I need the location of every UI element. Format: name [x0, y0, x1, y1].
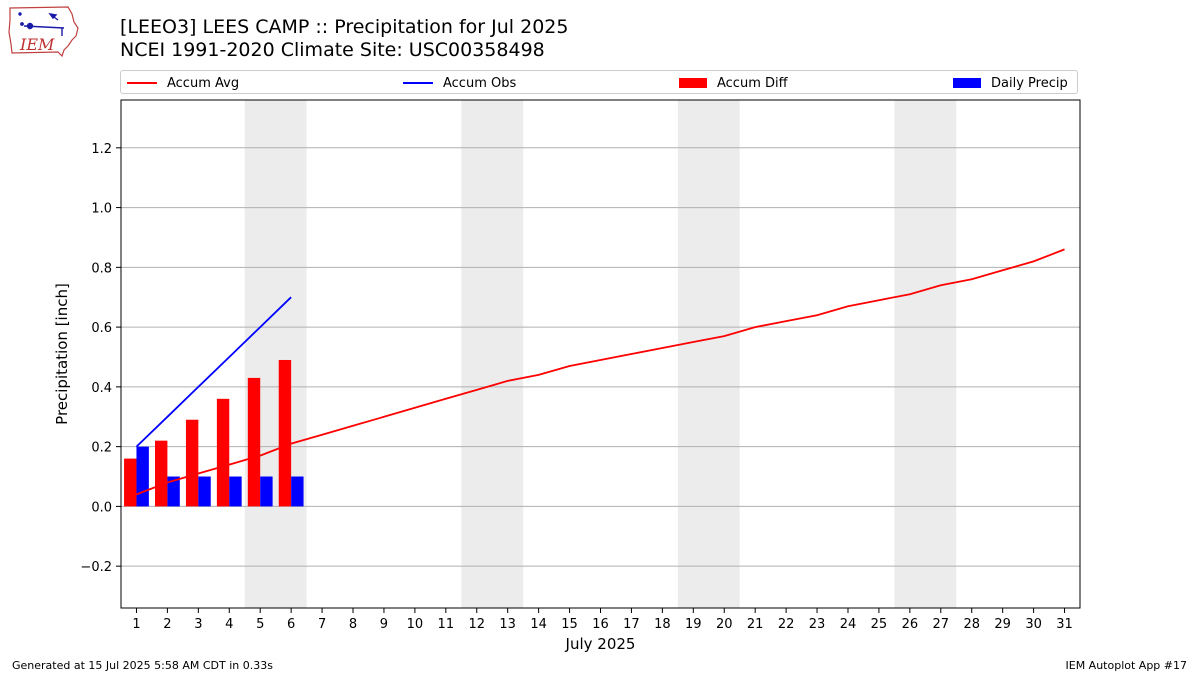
x-tick-label: 20 [716, 617, 733, 632]
x-tick-label: 30 [1025, 617, 1042, 632]
y-tick-label: 0.6 [91, 321, 112, 336]
x-axis-label: July 2025 [565, 635, 636, 653]
bar-accum-diff [155, 440, 168, 507]
iem-logo: IEM [8, 6, 79, 58]
bar-daily-precip [260, 476, 273, 507]
bar-accum-diff [124, 458, 137, 507]
x-tick-label: 15 [561, 617, 578, 632]
x-tick-label: 17 [623, 617, 640, 632]
legend-swatch [679, 78, 707, 88]
bar-accum-diff [278, 359, 292, 507]
bar-daily-precip [198, 476, 211, 507]
bar-accum-diff [185, 419, 199, 507]
weekend-shade [677, 100, 740, 608]
legend-label: Daily Precip [991, 75, 1068, 91]
y-tick-label: −0.2 [80, 560, 112, 575]
generated-timestamp: Generated at 15 Jul 2025 5:58 AM CDT in … [12, 659, 273, 672]
x-tick-label: 2 [163, 617, 171, 632]
bar-daily-precip [291, 476, 304, 507]
y-tick-label: 0.8 [91, 261, 112, 276]
y-axis-label: Precipitation [inch] [53, 283, 71, 425]
x-tick-label: 12 [468, 617, 485, 632]
x-tick-label: 29 [994, 617, 1011, 632]
x-tick-label: 25 [871, 617, 888, 632]
y-tick-label: 0.0 [91, 500, 112, 515]
legend-swatch [127, 82, 157, 84]
x-tick-label: 16 [592, 617, 609, 632]
bar-daily-precip [167, 476, 180, 507]
app-id-label: IEM Autoplot App #17 [1065, 659, 1188, 672]
x-tick-label: 13 [499, 617, 516, 632]
bar-accum-diff [247, 377, 261, 507]
y-tick-label: 0.2 [91, 441, 112, 456]
legend-label: Accum Avg [167, 75, 240, 91]
weather-station-icon [18, 12, 65, 36]
legend-item-accum-obs: Accum Obs [403, 74, 516, 92]
x-tick-label: 26 [902, 617, 919, 632]
x-tick-label: 7 [318, 617, 326, 632]
y-tick-label: 1.2 [91, 142, 112, 157]
x-tick-label: 27 [933, 617, 950, 632]
legend-item-daily-precip: Daily Precip [953, 74, 1068, 92]
x-tick-label: 5 [256, 617, 264, 632]
bar-daily-precip [136, 446, 149, 507]
weekend-shade [244, 100, 307, 608]
y-tick-label: 0.4 [91, 381, 112, 396]
x-tick-label: 4 [225, 617, 233, 632]
x-tick-label: 22 [778, 617, 795, 632]
line-accum-avg [136, 248, 1065, 496]
x-tick-label: 24 [840, 617, 857, 632]
x-tick-label: 6 [287, 617, 295, 632]
legend-swatch [953, 78, 981, 88]
x-tick-label: 23 [809, 617, 826, 632]
legend-label: Accum Obs [443, 75, 517, 91]
legend-item-accum-avg: Accum Avg [127, 74, 239, 92]
x-tick-label: 8 [349, 617, 357, 632]
x-tick-label: 3 [194, 617, 202, 632]
weekend-shade [894, 100, 957, 608]
x-tick-label: 9 [380, 617, 388, 632]
x-tick-label: 18 [654, 617, 671, 632]
legend-swatch [403, 82, 433, 84]
x-tick-label: 10 [407, 617, 424, 632]
weekend-shade [461, 100, 524, 608]
chart-title: [LEEO3] LEES CAMP :: Precipitation for J… [120, 16, 569, 38]
x-tick-label: 1 [132, 617, 140, 632]
bar-daily-precip [229, 476, 242, 507]
x-tick-label: 14 [530, 617, 547, 632]
x-tick-label: 19 [685, 617, 702, 632]
chart-legend: Accum Avg Accum Obs Accum Diff Daily Precip [120, 70, 1078, 94]
y-tick-label: 1.0 [91, 202, 112, 217]
line-accum-obs [135, 296, 292, 448]
legend-item-accum-diff: Accum Diff [679, 74, 788, 92]
logo-text: IEM [19, 35, 55, 54]
chart-subtitle: NCEI 1991-2020 Climate Site: USC00358498 [120, 39, 545, 61]
iowa-outline-icon [8, 6, 79, 58]
x-tick-label: 28 [963, 617, 980, 632]
bar-accum-diff [216, 398, 230, 507]
x-tick-label: 31 [1056, 617, 1073, 632]
x-tick-label: 11 [438, 617, 455, 632]
x-tick-label: 21 [747, 617, 764, 632]
legend-label: Accum Diff [717, 75, 788, 91]
